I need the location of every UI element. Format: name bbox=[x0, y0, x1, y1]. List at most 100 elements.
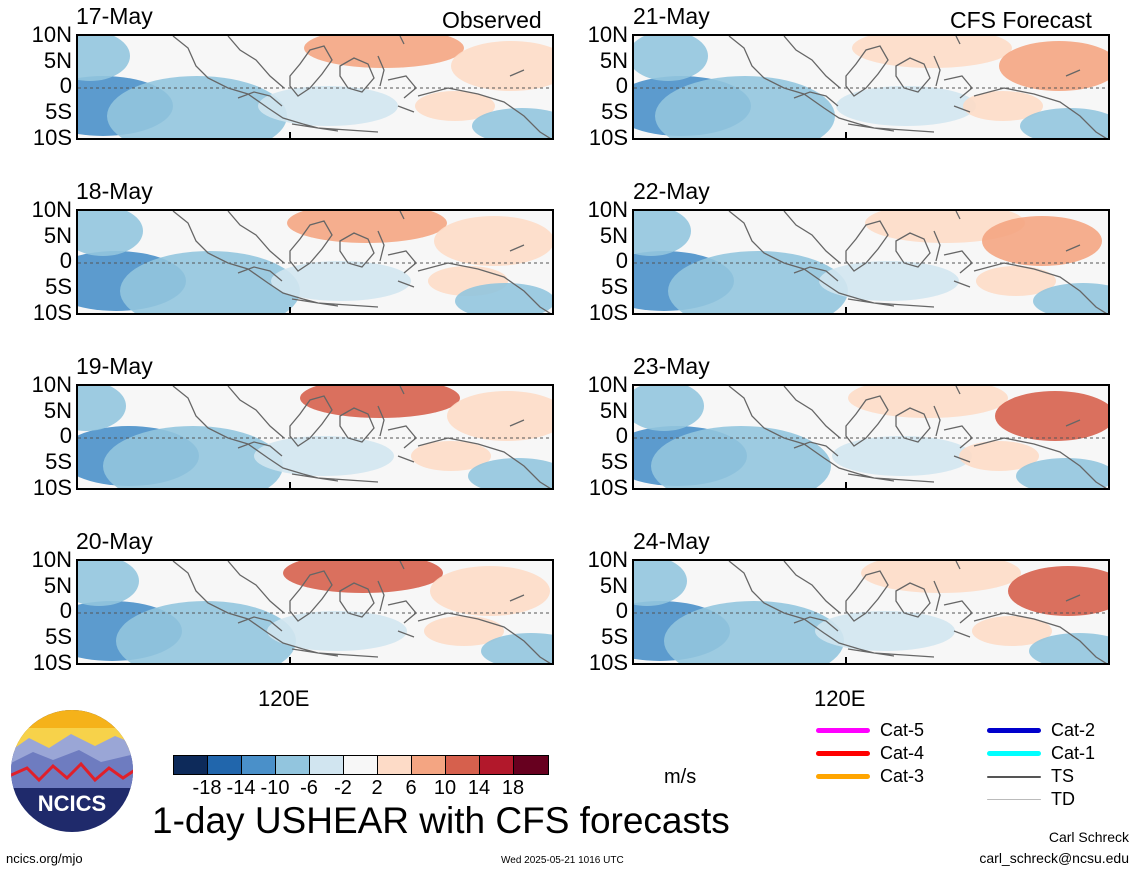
shear-field bbox=[78, 211, 552, 313]
colorbar-swatch bbox=[174, 756, 208, 774]
colorbar-label: 18 bbox=[501, 777, 525, 799]
colorbar-label: -6 bbox=[300, 777, 318, 799]
map-panel-forecast-2 bbox=[632, 209, 1110, 315]
lat-label: 0 bbox=[59, 598, 72, 623]
map-panel-forecast-4 bbox=[632, 559, 1110, 665]
date-label: 20-May bbox=[76, 528, 153, 554]
legend-item: Cat-4 bbox=[816, 743, 924, 764]
footer-timestamp: Wed 2025-05-21 1016 UTC bbox=[501, 855, 624, 866]
legend-label: Cat-1 bbox=[1051, 743, 1096, 763]
colorbar-swatch bbox=[514, 756, 548, 774]
map-panel-forecast-1 bbox=[632, 34, 1110, 140]
map-panel-observed-1 bbox=[76, 34, 554, 140]
footer-email: carl_schreck@ncsu.edu bbox=[979, 850, 1129, 866]
legend-line bbox=[987, 728, 1041, 733]
date-label: 19-May bbox=[76, 353, 153, 379]
lat-label: 10N bbox=[31, 372, 72, 397]
legend-line bbox=[987, 751, 1041, 756]
lat-label: 10S bbox=[588, 300, 628, 325]
colorbar-swatch bbox=[446, 756, 480, 774]
observed-header: Observed bbox=[442, 7, 542, 33]
footer-url: ncics.org/mjo bbox=[6, 851, 83, 866]
lat-label: 10N bbox=[587, 547, 628, 572]
lat-label: 0 bbox=[59, 248, 72, 273]
legend-line bbox=[816, 728, 870, 733]
lat-label: 5N bbox=[599, 48, 628, 73]
shear-field bbox=[634, 36, 1108, 138]
legend-line bbox=[987, 799, 1041, 800]
shear-field bbox=[634, 211, 1108, 313]
forecast-header: CFS Forecast bbox=[950, 7, 1092, 33]
colorbar-label: -10 bbox=[260, 777, 290, 799]
legend-item: Cat-1 bbox=[987, 743, 1095, 764]
plot-title: 1-day USHEAR with CFS forecasts bbox=[152, 800, 730, 841]
shear-field bbox=[78, 561, 552, 663]
lat-label: 5S bbox=[45, 449, 72, 474]
lat-label: 5N bbox=[43, 398, 72, 423]
lat-label: 10N bbox=[587, 372, 628, 397]
lat-label: 5S bbox=[45, 624, 72, 649]
lat-label: 10S bbox=[588, 125, 628, 150]
legend-item: Cat-2 bbox=[987, 720, 1095, 741]
colorbar-swatch bbox=[344, 756, 378, 774]
lat-label: 10S bbox=[588, 650, 628, 675]
lat-label: 10N bbox=[31, 547, 72, 572]
lat-label: 10N bbox=[587, 22, 628, 47]
colorbar bbox=[173, 755, 549, 775]
ncics-logo: NCICS bbox=[11, 710, 133, 832]
colorbar-swatch bbox=[242, 756, 276, 774]
lat-label: 0 bbox=[615, 73, 628, 98]
colorbar-label: -18 bbox=[192, 777, 222, 799]
lat-label: 5N bbox=[43, 573, 72, 598]
lat-label: 10N bbox=[587, 197, 628, 222]
colorbar-swatch bbox=[208, 756, 242, 774]
colorbar-swatch bbox=[310, 756, 344, 774]
lat-label: 10S bbox=[588, 475, 628, 500]
lat-label: 5S bbox=[601, 99, 628, 124]
legend-line bbox=[816, 751, 870, 756]
date-label: 18-May bbox=[76, 178, 153, 204]
footer-author: Carl Schreck bbox=[1048, 829, 1129, 845]
legend-item: Cat-3 bbox=[816, 766, 924, 787]
lat-label: 10S bbox=[32, 650, 72, 675]
colorbar-label: 6 bbox=[405, 777, 417, 799]
legend-label: Cat-5 bbox=[880, 720, 925, 740]
colorbar-swatch bbox=[378, 756, 412, 774]
lat-label: 0 bbox=[615, 248, 628, 273]
lat-label: 5N bbox=[599, 223, 628, 248]
coastline bbox=[728, 386, 1107, 488]
coastline bbox=[172, 561, 551, 663]
colorbar-label: -14 bbox=[226, 777, 256, 799]
lat-label: 10S bbox=[32, 300, 72, 325]
coastline bbox=[172, 36, 551, 138]
legend-label: TS bbox=[1051, 766, 1075, 786]
lat-label: 5S bbox=[601, 624, 628, 649]
colorbar-label: 2 bbox=[371, 777, 383, 799]
coastline bbox=[728, 211, 1107, 313]
lat-label: 10N bbox=[31, 22, 72, 47]
legend-line bbox=[816, 774, 870, 779]
shear-field bbox=[78, 386, 552, 488]
legend-label: Cat-4 bbox=[880, 743, 925, 763]
lat-label: 5S bbox=[45, 274, 72, 299]
date-label: 23-May bbox=[633, 353, 710, 379]
lat-label: 5S bbox=[45, 99, 72, 124]
date-label: 22-May bbox=[633, 178, 710, 204]
legend-item: Cat-5 bbox=[816, 720, 924, 741]
shear-field bbox=[634, 386, 1108, 488]
date-label: 24-May bbox=[633, 528, 710, 554]
colorbar-swatch bbox=[276, 756, 310, 774]
colorbar-swatch bbox=[480, 756, 514, 774]
lat-label: 5N bbox=[599, 573, 628, 598]
coastline bbox=[728, 561, 1107, 663]
legend-label: Cat-2 bbox=[1051, 720, 1096, 740]
colorbar-unit: m/s bbox=[664, 766, 697, 788]
x-tick-label-observed: 120E bbox=[258, 686, 310, 711]
lat-label: 0 bbox=[615, 423, 628, 448]
map-panel-forecast-3 bbox=[632, 384, 1110, 490]
coastline bbox=[728, 36, 1107, 138]
shear-field bbox=[634, 561, 1108, 663]
lat-label: 5S bbox=[601, 274, 628, 299]
date-label: 21-May bbox=[633, 3, 710, 29]
lat-label: 5N bbox=[43, 223, 72, 248]
